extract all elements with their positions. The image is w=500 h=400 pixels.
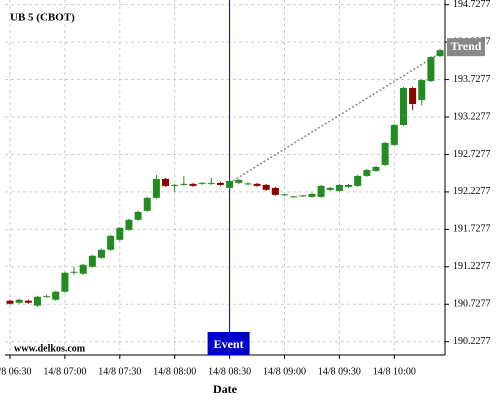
candle-body: [345, 184, 353, 187]
candle-body: [253, 183, 261, 186]
candle-body: [6, 300, 14, 304]
candle-body: [116, 227, 124, 240]
candle-body: [15, 299, 23, 303]
candle-body: [70, 271, 78, 273]
x-tick-label: 14/8 08:00: [153, 366, 196, 377]
candle-body: [290, 196, 298, 198]
candle-body: [363, 169, 371, 176]
candle-body: [226, 180, 234, 188]
candle-body: [125, 219, 133, 230]
candle-body: [271, 187, 279, 195]
candle-body: [24, 300, 32, 303]
candle-body: [88, 255, 96, 267]
candle-body: [436, 50, 444, 57]
candle-body: [180, 183, 188, 185]
candle-body: [134, 211, 142, 220]
candle-body: [143, 197, 151, 211]
event-box: [207, 332, 250, 355]
trend-label: Trend: [451, 39, 482, 53]
candle-body: [308, 193, 316, 197]
candle-body: [152, 178, 160, 198]
event-label: Event: [214, 337, 244, 351]
candle-body: [244, 183, 252, 185]
candle-body: [79, 264, 87, 274]
y-tick-label: 191.2277: [453, 261, 491, 272]
y-tick-label: 192.7277: [453, 149, 491, 160]
trend-line: [229, 52, 441, 184]
candle-body: [399, 88, 407, 125]
y-tick-label: 190.7277: [453, 299, 491, 310]
candle-body: [61, 272, 69, 292]
candle-body: [409, 88, 417, 105]
x-tick-label: 14/8 09:00: [263, 366, 306, 377]
candle-body: [281, 194, 288, 196]
x-axis-label: Date: [213, 382, 238, 396]
y-tick-label: 192.2277: [453, 186, 491, 197]
candle-body: [317, 185, 325, 197]
y-tick-label: 193.2277: [453, 111, 491, 122]
candle-body: [43, 296, 51, 298]
x-tick-label: 14/8 07:30: [98, 366, 141, 377]
chart-title: UB 5 (CBOT): [10, 12, 75, 24]
candle-body: [216, 182, 224, 185]
candle-body: [107, 235, 115, 250]
candle-body: [427, 57, 435, 82]
candle-body: [262, 184, 270, 190]
y-tick-label: 190.2277: [453, 336, 491, 347]
candle-body: [52, 291, 60, 300]
candle-body: [235, 179, 243, 183]
trend-box: [447, 38, 485, 57]
x-tick-label: 14/8 10:00: [373, 366, 416, 377]
x-tick-label: 14/8 08:30: [208, 366, 251, 377]
candle-body: [354, 175, 362, 186]
candle-body: [381, 142, 389, 165]
candle-body: [207, 182, 215, 184]
x-tick-label: 14/8 09:30: [318, 366, 361, 377]
candle-body: [390, 124, 398, 145]
candle-body: [418, 80, 426, 100]
candle-body: [162, 178, 170, 186]
x-tick-label: 14/8 06:30: [0, 366, 32, 377]
candle-body: [326, 187, 334, 190]
candle-body: [189, 183, 197, 186]
candle-body: [372, 166, 380, 171]
candle-body: [171, 184, 179, 186]
candle-body: [335, 184, 343, 191]
candle-body: [198, 182, 206, 184]
candle-body: [33, 296, 41, 306]
y-tick-label: 193.7277: [453, 74, 491, 85]
candle-body: [98, 249, 105, 258]
watermark: www.delkos.com: [14, 343, 86, 354]
y-tick-label: 194.7277: [453, 0, 491, 10]
candle-body: [299, 195, 307, 197]
y-tick-label: 191.7277: [453, 224, 491, 235]
x-tick-label: 14/8 07:00: [43, 366, 86, 377]
